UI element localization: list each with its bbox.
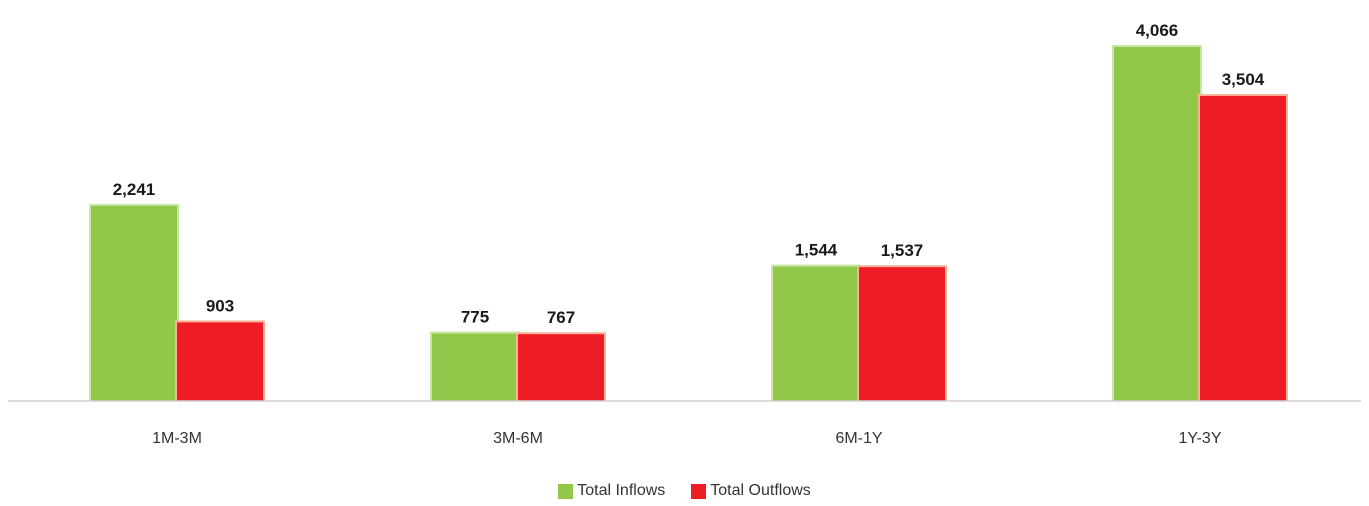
bar-3m-6m-total-inflows — [432, 333, 518, 401]
labels-group: 2,241 903 1M-3M 775 767 3M-6M 1,544 1,537 6M-1Y 4… — [113, 21, 1265, 447]
data-label-1y-3y-total-outflows: 3,504 — [1222, 70, 1265, 89]
bar-1m-3m-total-inflows — [91, 205, 177, 401]
data-label-1m-3m-total-outflows: 903 — [206, 296, 234, 315]
legend-swatch-outflows — [691, 483, 707, 499]
legend-item-total-inflows: Total Inflows — [558, 482, 665, 500]
legend-label-inflows: Total Inflows — [577, 482, 666, 499]
bar-1y-3y-total-outflows — [1200, 95, 1286, 401]
data-label-1y-3y-total-inflows: 4,066 — [1136, 21, 1179, 40]
legend-item-total-outflows: Total Outflows — [691, 482, 811, 500]
bar-1m-3m-total-outflows — [177, 322, 263, 401]
x-tick-label-3m-6m: 3M-6M — [493, 430, 543, 447]
data-label-1m-3m-total-inflows: 2,241 — [113, 180, 156, 199]
bar-chart: 2,241 903 1M-3M 775 767 3M-6M 1,544 1,537 6M-1Y 4… — [8, 21, 1361, 447]
legend-label-outflows: Total Outflows — [710, 482, 811, 499]
bar-1y-3y-total-inflows — [1114, 47, 1200, 401]
data-label-3m-6m-total-inflows: 775 — [461, 308, 489, 327]
x-tick-label-1y-3y: 1Y-3Y — [1179, 430, 1222, 447]
x-tick-label-6m-1y: 6M-1Y — [835, 430, 882, 447]
x-tick-label-1m-3m: 1M-3M — [152, 430, 202, 447]
legend-swatch-inflows — [558, 483, 574, 499]
data-label-3m-6m-total-outflows: 767 — [547, 308, 575, 327]
legend: Total Inflows Total Outflows — [0, 482, 1369, 500]
data-label-6m-1y-total-inflows: 1,544 — [795, 241, 838, 260]
bar-6m-1y-total-inflows — [773, 266, 859, 401]
data-label-6m-1y-total-outflows: 1,537 — [881, 241, 924, 260]
bar-6m-1y-total-outflows — [859, 267, 945, 401]
bars-group — [89, 45, 1288, 401]
bar-3m-6m-total-outflows — [518, 334, 604, 401]
